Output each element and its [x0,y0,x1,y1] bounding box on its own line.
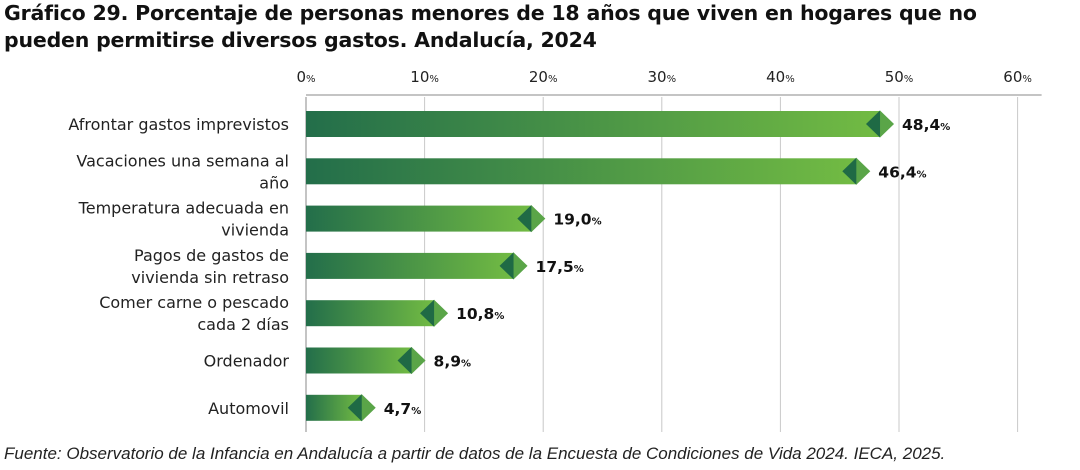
x-tick-label: 10% [410,68,439,86]
bar [306,158,857,185]
category-label: Pagos de gastos de vivienda sin retraso [131,246,289,287]
category-label: Temperatura adecuada en vivienda [78,199,289,240]
x-tick-label: 20% [529,68,558,86]
bar-end-marker [866,110,895,138]
chart-title: Gráfico 29. Porcentaje de personas menor… [4,0,1080,54]
bar-end-marker [499,252,528,280]
x-tick-label: 40% [766,68,795,86]
bar-end-marker [397,347,426,374]
chart-title-line-2: pueden permitirse diversos gastos. Andal… [4,28,597,52]
data-label: 8,9% [434,353,472,371]
bar [306,300,435,327]
gridlines [305,94,1042,432]
data-label: 48,4% [902,116,950,134]
category-label: Vacaciones una semana al año [76,151,289,192]
x-tick-label: 50% [885,68,914,86]
category-label: Afrontar gastos imprevistos [68,115,289,134]
category-labels: Afrontar gastos imprevistos Vacaciones un… [68,115,289,418]
x-tick-label: 0% [296,68,315,86]
x-axis-ticks: 0% 10% 20% 30% 40% 50% 60% [296,68,1031,86]
data-label: 19,0% [553,211,601,229]
x-tick-label: 60% [1003,68,1032,86]
chart-title-line-1: Gráfico 29. Porcentaje de personas menor… [4,1,977,25]
bar [306,252,514,279]
category-label: Comer carne o pescado cada 2 días [99,293,289,334]
category-label: Ordenador [204,352,290,371]
bar [306,347,412,374]
data-label: 46,4% [878,163,926,181]
data-label: 4,7% [384,400,422,418]
bar-end-marker [842,157,871,185]
category-label: Automovil [208,399,289,418]
source-note: Fuente: Observatorio de la Infancia en A… [4,444,946,463]
data-label: 10,8% [456,305,504,323]
data-label: 17,5% [536,258,584,276]
bar-end-marker [517,205,546,233]
x-tick-label: 30% [647,68,676,86]
bar-end-marker [347,394,376,422]
bars: 48,4% 46,4% 19,0% 17,5% 10,8% 8,9% 4,7% [306,110,950,422]
bar-end-marker [420,299,449,327]
bar [306,205,532,232]
bar [306,111,881,137]
